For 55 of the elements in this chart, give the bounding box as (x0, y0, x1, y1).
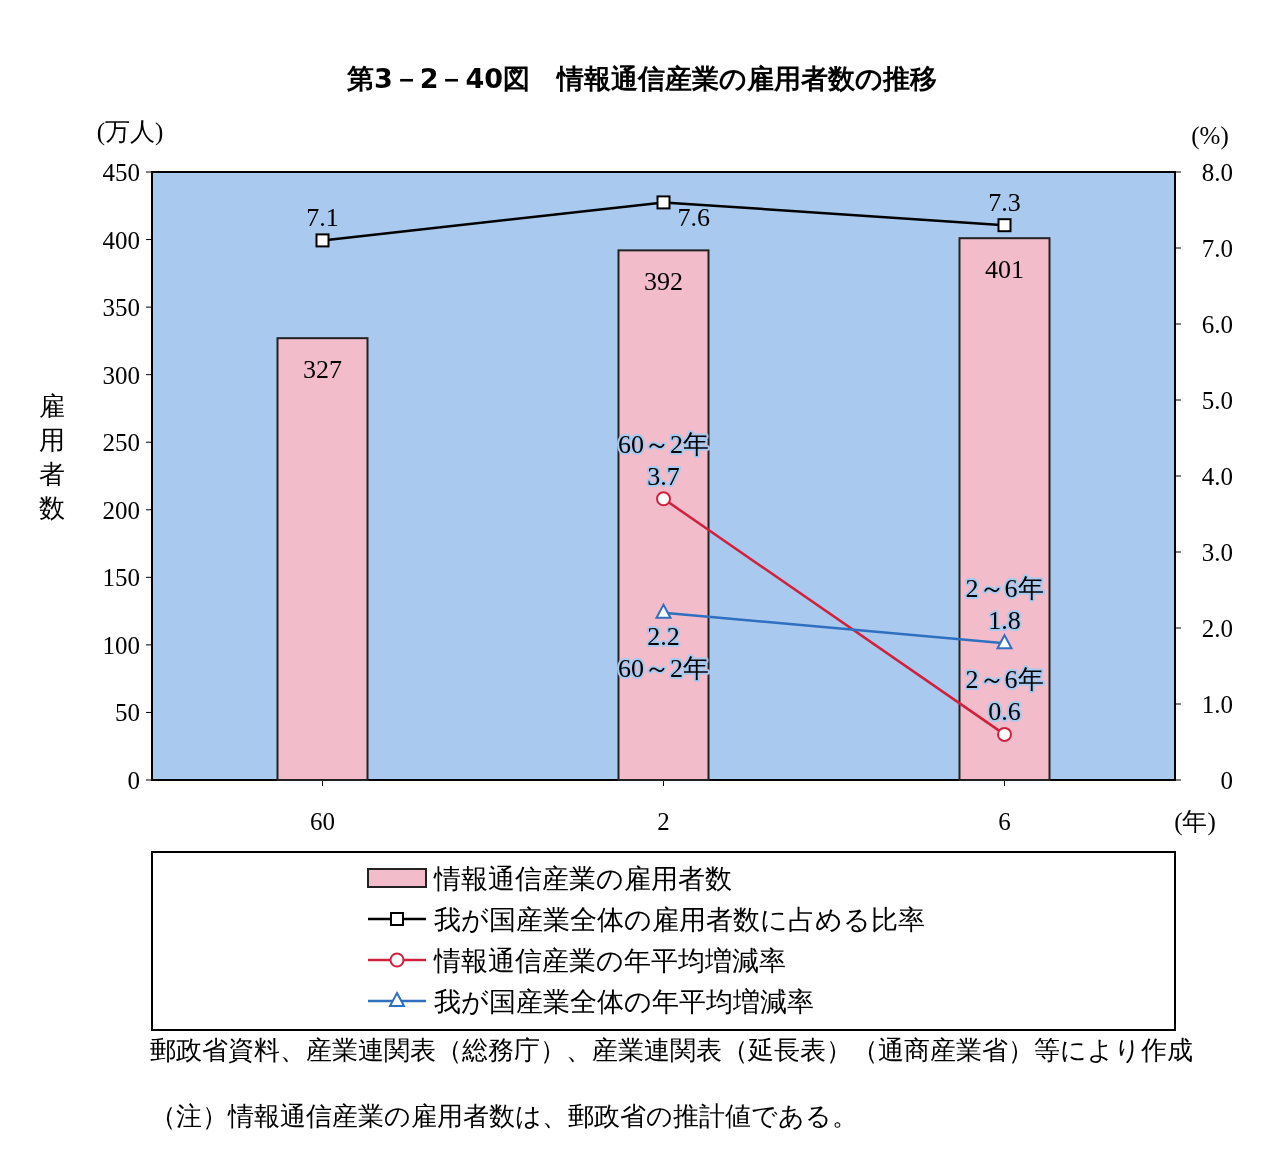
annotation: 60～2年 (618, 429, 709, 459)
y-tick-label: 300 (102, 361, 140, 389)
y2-tick-label: 1.0 (1201, 691, 1233, 718)
bar (276, 337, 369, 781)
data-label: 0.6 (988, 697, 1021, 727)
point (997, 218, 1012, 233)
y-tick-label: 150 (102, 564, 140, 592)
legend-label: 情報通信産業の年平均増減率 (433, 946, 786, 976)
y-tick-label: 450 (102, 159, 140, 186)
x-tick-label: 6 (998, 808, 1011, 835)
data-label: 401 (985, 255, 1024, 285)
point (315, 233, 330, 248)
bar (617, 249, 710, 781)
y-tick-label: 350 (102, 294, 140, 322)
y-tick-label: 200 (102, 496, 140, 524)
data-label: 1.8 (988, 606, 1021, 636)
y-tick-label: 50 (115, 699, 140, 727)
y2-tick-label: 3.0 (1201, 539, 1233, 566)
annotation: 60～2年 (618, 653, 709, 683)
data-label: 392 (644, 267, 683, 297)
text: 郵政省資料、産業連関表（総務庁）、産業連関表（延長表）（通商産業省）等により作成 (150, 1036, 1194, 1066)
legend-label: 我が国産業全体の雇用者数に占める比率 (434, 905, 925, 935)
annotation: 2～6年 (965, 665, 1044, 695)
data-label: 327 (303, 355, 342, 385)
legend-label: 情報通信産業の雇用者数 (433, 864, 732, 894)
data-label: 7.3 (988, 188, 1021, 218)
chart-title: 第3－2－40図 情報通信産業の雇用者数の推移 (345, 63, 938, 94)
annotation: 2～6年 (965, 574, 1044, 604)
y2-tick-label: 7.0 (1201, 235, 1233, 262)
y2-tick-label: 4.0 (1201, 463, 1233, 490)
x-tick-label: 2 (657, 808, 670, 835)
x-axis-title: (年) (1174, 808, 1216, 836)
y-tick-label: 400 (102, 226, 140, 254)
text: （注）情報通信産業の雇用者数は、郵政省の推計値である。 (150, 1102, 859, 1132)
y-tick-label: 250 (102, 429, 140, 457)
point (656, 491, 671, 507)
x-tick-label: 60 (310, 808, 335, 835)
point (656, 195, 671, 210)
text: (万人) (96, 118, 164, 146)
y2-tick-label: 8.0 (1201, 159, 1233, 186)
data-label: 3.7 (647, 461, 680, 491)
y2-tick-label: 0 (1220, 767, 1233, 794)
y2-axis-title: (%) (1191, 122, 1229, 150)
y-axis-title: 雇用者数 (39, 392, 65, 523)
data-label: 2.2 (647, 621, 680, 651)
point (997, 726, 1012, 742)
y-tick-label: 100 (102, 631, 140, 659)
bar (958, 237, 1051, 781)
legend-label: 我が国産業全体の年平均増減率 (434, 987, 814, 1017)
data-label: 7.6 (677, 203, 710, 233)
data-label: 7.1 (306, 203, 339, 233)
y2-tick-label: 2.0 (1201, 615, 1233, 642)
y2-tick-label: 6.0 (1201, 311, 1233, 338)
y-tick-label: 0 (127, 767, 140, 794)
y2-tick-label: 5.0 (1201, 387, 1233, 414)
